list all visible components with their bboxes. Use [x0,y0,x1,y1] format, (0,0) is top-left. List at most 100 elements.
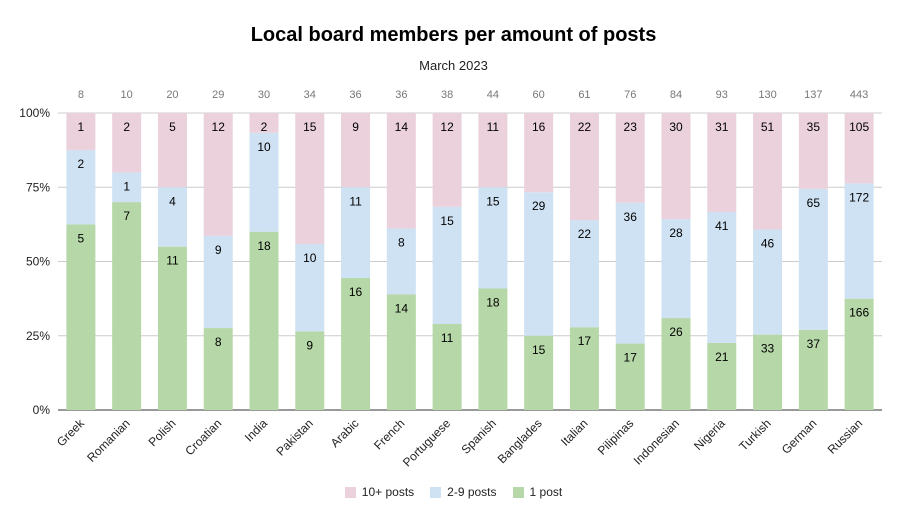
legend-item: 1 post [512,485,562,499]
bar-segment-2-9-posts [295,244,325,332]
data-label: 30 [669,120,683,134]
data-label: 51 [761,120,775,134]
data-label: 9 [306,338,313,352]
bar-segment-1-post [341,278,371,410]
bar-segment-1-post [753,334,783,410]
data-label: 7 [123,209,130,223]
legend: 10+ posts 2-9 posts 1 post [0,485,907,499]
data-label: 5 [78,231,85,245]
bar-segment-10-posts [753,113,783,230]
bar-segment-10-posts [341,113,371,188]
x-tick-label: Turkish [736,416,773,453]
total-label: 20 [166,89,178,101]
data-label: 41 [715,219,729,233]
bar-segment-1-post [844,298,874,410]
x-tick-label: Spanish [458,416,499,457]
data-label: 8 [215,335,222,349]
data-label: 105 [849,120,869,134]
data-label: 21 [715,350,729,364]
bar-segment-10-posts [478,113,508,188]
total-label: 76 [624,89,636,101]
bar-segment-1-post [157,246,187,410]
total-label: 36 [349,89,361,101]
bar-segment-2-9-posts [203,235,233,329]
total-label: 34 [304,89,316,101]
bar-segment-2-9-posts [386,228,416,295]
bar-segment-10-posts [707,113,737,212]
legend-label: 2-9 posts [447,485,497,499]
data-label: 46 [761,237,775,251]
data-label: 37 [807,337,821,351]
data-label: 11 [441,331,454,345]
total-label: 29 [212,89,224,101]
bar-segment-1-post [386,294,416,410]
chart-title: Local board members per amount of posts [250,24,657,46]
total-label: 44 [487,89,499,101]
x-tick-label: Arabic [328,416,362,450]
bar-segment-1-post [249,231,279,410]
data-label: 35 [807,120,821,134]
data-label: 29 [532,199,546,213]
bar-segment-2-9-posts [524,192,554,336]
bar-segment-2-9-posts [844,183,874,299]
x-tick-label: Banglades [495,416,545,466]
legend-swatch [430,486,442,498]
bar-segment-1-post [798,329,828,410]
bar-segment-2-9-posts [615,202,645,344]
x-tick-label: Nigeria [691,416,728,453]
total-label: 10 [121,89,133,101]
data-label: 17 [624,351,638,365]
data-label: 1 [78,120,85,134]
data-label: 23 [624,120,638,134]
bar-segment-10-posts [569,113,599,221]
y-tick-label: 50% [26,255,50,269]
x-tick-label: Portuguese [400,416,454,470]
data-label: 12 [440,120,454,134]
bar-segment-2-9-posts [798,188,828,330]
legend-swatch [512,486,524,498]
chart-subtitle: March 2023 [419,58,488,73]
bar-segment-1-post [661,318,691,410]
data-label: 14 [395,120,409,134]
y-tick-label: 0% [33,403,51,417]
bar-segment-10-posts [524,113,554,193]
total-label: 84 [670,89,682,101]
bar-segment-10-posts [615,113,645,203]
bar-segment-10-posts [386,113,416,229]
data-label: 2 [123,120,130,134]
bar-segment-10-posts [112,113,142,173]
bar-segment-10-posts [157,113,187,188]
x-tick-label: Russian [825,416,866,457]
total-label: 443 [850,89,868,101]
x-tick-label: German [779,416,820,457]
total-label: 38 [441,89,453,101]
data-label: 28 [669,226,683,240]
legend-swatch [344,486,356,498]
data-label: 166 [849,306,869,320]
bar-segment-2-9-posts [753,229,783,335]
bar-segment-10-posts [798,113,828,189]
bar-segment-10-posts [661,113,691,220]
data-label: 17 [578,334,592,348]
data-label: 15 [486,194,500,208]
data-label: 11 [487,120,500,134]
bar-segment-1-post [112,202,142,410]
data-label: 12 [212,120,226,134]
y-tick-label: 100% [19,106,50,120]
legend-item: 10+ posts [344,485,414,499]
data-label: 18 [257,239,271,253]
bar-segment-10-posts [66,113,96,151]
bar-segment-2-9-posts [66,150,96,225]
data-label: 9 [352,120,359,134]
x-tick-label: Greek [54,416,88,450]
total-label: 61 [578,89,590,101]
bar-segment-2-9-posts [432,206,462,325]
data-label: 172 [849,190,869,204]
data-label: 33 [761,342,775,356]
bar-segment-2-9-posts [341,187,371,278]
bar-segment-1-post [707,342,737,410]
x-tick-label: Pakistan [273,416,315,458]
y-tick-label: 25% [26,329,50,343]
